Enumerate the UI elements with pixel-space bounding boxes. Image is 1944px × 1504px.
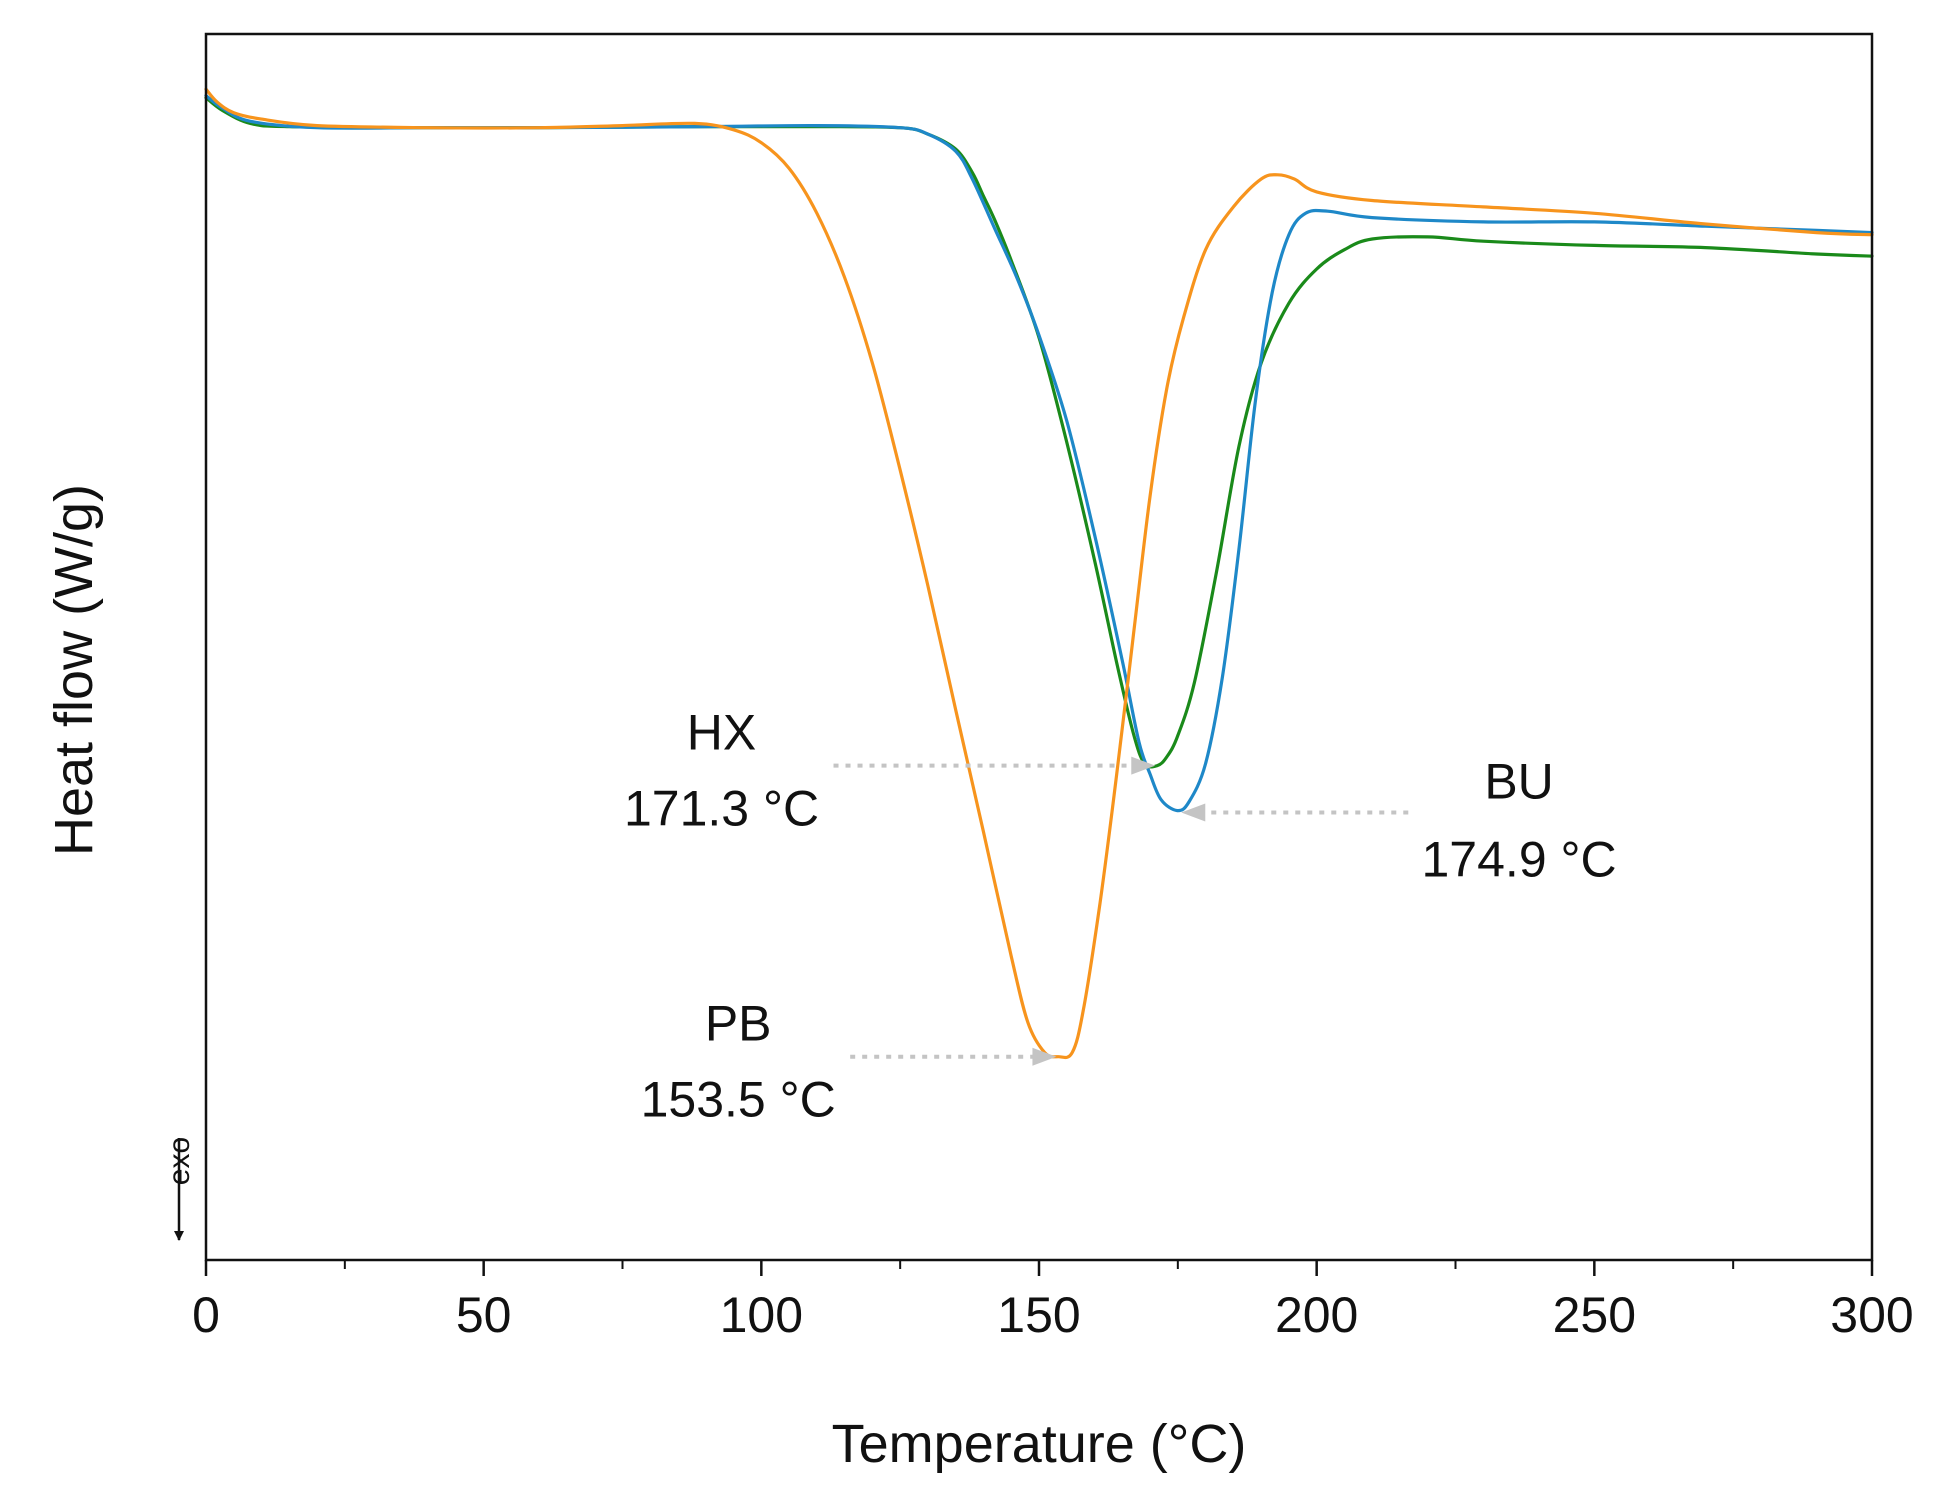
annotation-bu-label: BU	[1484, 754, 1553, 810]
x-tick-label: 0	[192, 1287, 220, 1343]
annotation-bu-arrow	[1181, 803, 1206, 822]
x-tick-label: 50	[456, 1287, 512, 1343]
x-tick-label: 300	[1830, 1287, 1913, 1343]
x-tick-label: 200	[1275, 1287, 1358, 1343]
annotation-pb: PB 153.5 °C	[641, 996, 1057, 1128]
x-axis-ticks: 0 50 100 150 200 250 300	[192, 1260, 1914, 1343]
annotation-pb-value: 153.5 °C	[641, 1072, 836, 1128]
annotation-bu-value: 174.9 °C	[1422, 832, 1617, 888]
annotation-hx-arrow	[1131, 756, 1156, 775]
annotation-bu: BU 174.9 °C	[1181, 754, 1617, 888]
annotation-hx: HX 171.3 °C	[624, 705, 1156, 837]
x-tick-label: 150	[997, 1287, 1080, 1343]
annotation-pb-label: PB	[705, 996, 772, 1052]
annotation-pb-arrow	[1032, 1047, 1057, 1066]
plot-area	[206, 34, 1872, 1260]
x-tick-label: 250	[1553, 1287, 1636, 1343]
y-axis-title: Heat flow (W/g)	[44, 484, 104, 856]
x-axis-title: Temperature (°C)	[832, 1414, 1247, 1474]
annotation-hx-value: 171.3 °C	[624, 781, 819, 837]
series-line-bu	[204, 94, 1874, 813]
annotation-layer: HX 171.3 °C BU 174.9 °C PB 153.5 °C	[624, 705, 1617, 1128]
x-tick-label: 100	[720, 1287, 803, 1343]
annotation-hx-label: HX	[687, 705, 756, 761]
